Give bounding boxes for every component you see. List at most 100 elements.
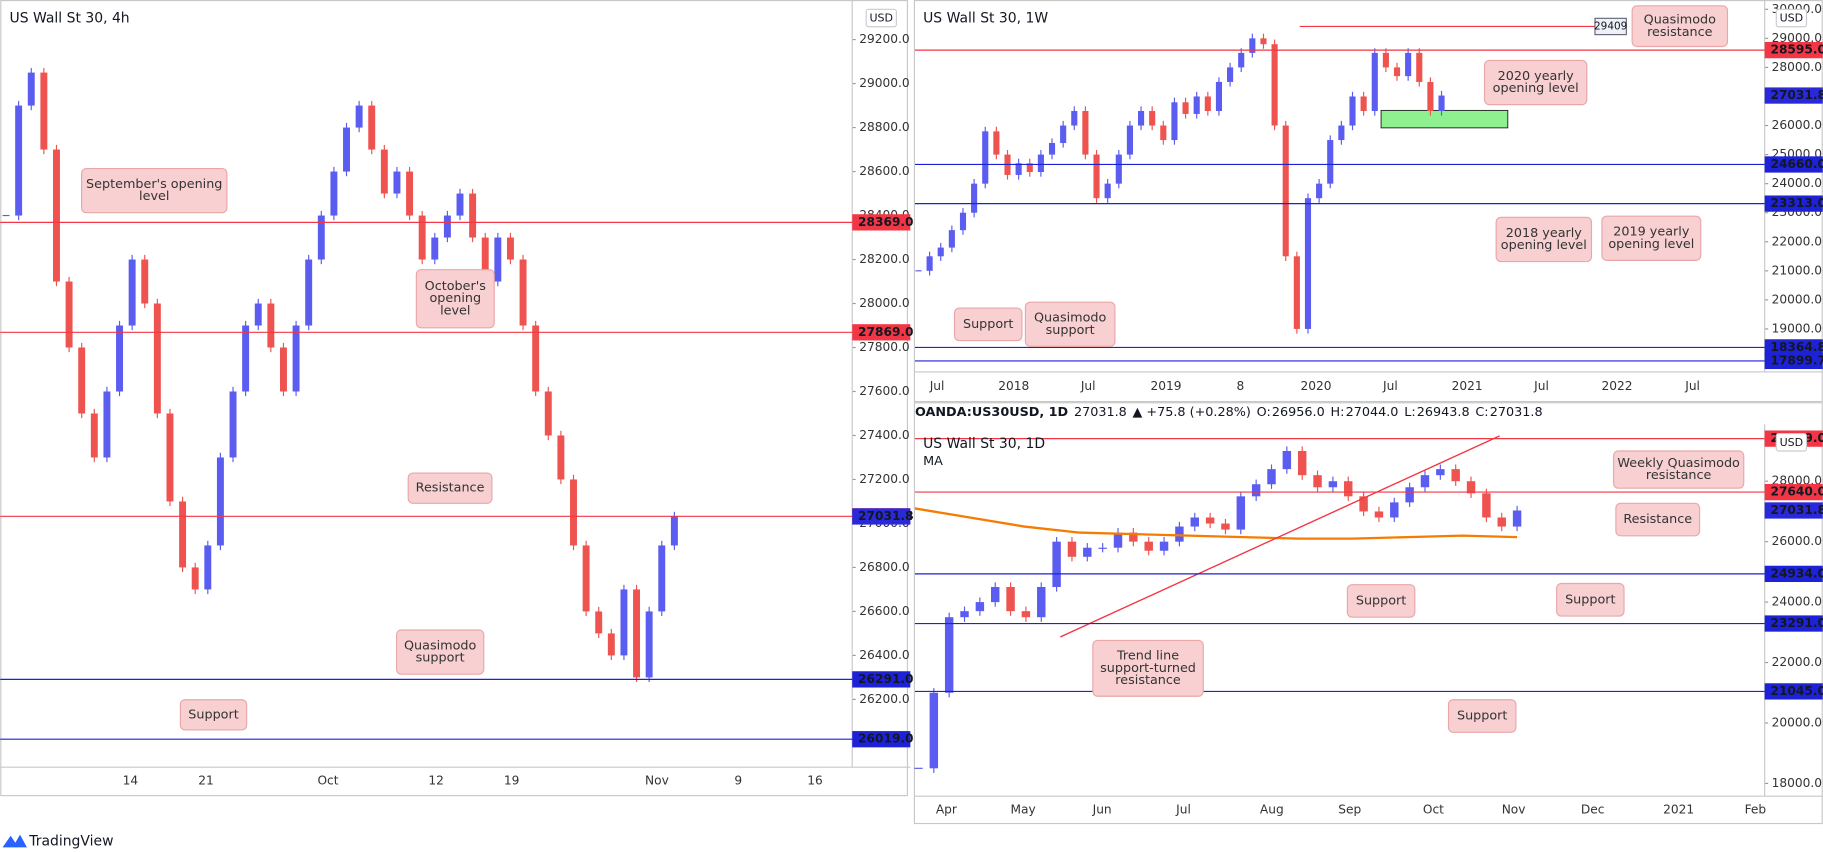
- candle: [418, 215, 426, 260]
- y-tick-label: 28800.0: [859, 120, 909, 134]
- x-tick-label: Oct: [1423, 803, 1444, 817]
- candle: [1129, 532, 1138, 542]
- y-tick-label: 20000.0: [1772, 292, 1822, 306]
- level-tag: [1764, 565, 1823, 583]
- current-price-tag: [1764, 87, 1823, 104]
- candle: [1271, 44, 1278, 126]
- annotation-box: [1346, 584, 1416, 618]
- annotation-text: Resistance: [1623, 512, 1692, 527]
- level-tag: [1764, 156, 1823, 173]
- x-tick-label: 21: [198, 774, 214, 788]
- y-tick-label: 26000.0: [1772, 118, 1822, 132]
- candle: [1371, 52, 1378, 112]
- y-tick-label: 26600.0: [859, 604, 909, 618]
- candle: [1093, 154, 1100, 199]
- candle: [1082, 111, 1089, 155]
- x-tick-label: Jul: [1684, 379, 1700, 393]
- candle: [1221, 523, 1230, 530]
- moving-average: [914, 507, 1518, 540]
- annotation-text: 2019 yearly: [1613, 225, 1690, 240]
- x-tick-label: Jul: [1533, 379, 1549, 393]
- level-tag: [1764, 352, 1823, 370]
- candle: [944, 617, 954, 693]
- chart-panel: 18000.020000.022000.024000.026000.028000…: [914, 405, 1823, 817]
- symbol-info: L:: [1404, 405, 1415, 420]
- candle: [431, 237, 439, 260]
- candle: [1405, 52, 1412, 77]
- candle: [393, 171, 401, 194]
- candle: [279, 347, 287, 392]
- y-tick-label: 28200.0: [859, 252, 909, 266]
- candle: [1249, 38, 1256, 53]
- candle: [1144, 541, 1153, 551]
- annotation-text: Support: [1565, 592, 1615, 607]
- annotation-box: [395, 629, 485, 675]
- y-tick-label: 26200.0: [859, 692, 909, 706]
- demand-zone: [1380, 109, 1509, 129]
- level-label: 28595.0: [1770, 43, 1823, 57]
- x-tick-label: Nov: [645, 774, 669, 788]
- level-tag: [1764, 339, 1823, 356]
- candle: [506, 237, 514, 260]
- candle: [481, 237, 489, 282]
- annotation-text: Support: [1457, 709, 1507, 724]
- candle: [443, 215, 451, 238]
- annotation-text: October's: [425, 279, 487, 294]
- price-axis: 26200.026400.026600.026800.027000.027200…: [852, 32, 910, 706]
- candle: [1037, 154, 1044, 173]
- candle: [380, 149, 388, 194]
- candle: [1313, 475, 1322, 488]
- candle: [914, 767, 923, 769]
- x-tick-label: Nov: [1502, 803, 1526, 817]
- candle: [1405, 487, 1414, 503]
- annotation-text: resistance: [1115, 673, 1181, 688]
- symbol-info: 26943.8: [1417, 405, 1470, 420]
- candle: [937, 247, 944, 257]
- annotation-text: Trend line: [1116, 649, 1179, 664]
- candle: [53, 149, 60, 282]
- annotation-box: [1447, 699, 1517, 733]
- candle: [1204, 96, 1211, 112]
- x-tick-label: 14: [123, 774, 139, 788]
- candle: [519, 259, 527, 326]
- panel-frame: [913, 402, 1823, 825]
- candle: [595, 611, 603, 634]
- candle: [1026, 163, 1033, 173]
- annotation-box: [1615, 502, 1701, 537]
- y-tick-label: 19000.0: [1772, 321, 1822, 335]
- annotation-text: Support: [1356, 593, 1406, 608]
- y-tick-label: 27800.0: [859, 340, 909, 354]
- level-label: 17899.7: [1770, 353, 1823, 367]
- candle: [1293, 256, 1300, 329]
- x-tick-label: Sep: [1338, 803, 1361, 817]
- candle: [1360, 96, 1367, 112]
- annotation-box: [179, 699, 248, 731]
- y-tick-label: 22000.0: [1772, 655, 1822, 669]
- candle: [267, 303, 275, 348]
- currency: USD: [1780, 12, 1804, 25]
- candle: [1238, 52, 1245, 68]
- y-tick-label: 24000.0: [1772, 595, 1822, 609]
- candle: [1374, 511, 1384, 518]
- x-tick-label: Feb: [1745, 803, 1767, 817]
- level-label: 23313.0: [1770, 196, 1823, 210]
- candle: [141, 259, 149, 304]
- x-tick-label: Oct: [317, 774, 338, 788]
- candle: [971, 183, 978, 213]
- annotation-box: [81, 167, 228, 214]
- currency-box: [865, 8, 897, 28]
- candle: [1098, 547, 1107, 549]
- y-tick-label: 27200.0: [859, 472, 909, 486]
- currency: USD: [1780, 436, 1804, 449]
- candle: [229, 391, 237, 458]
- annotation-text: support: [416, 651, 465, 666]
- level-label: 24934.0: [1770, 566, 1823, 580]
- candle: [1390, 502, 1399, 518]
- candle: [355, 105, 363, 128]
- candle: [216, 457, 224, 546]
- candle: [242, 325, 250, 392]
- candle: [305, 259, 313, 326]
- candle: [658, 545, 666, 612]
